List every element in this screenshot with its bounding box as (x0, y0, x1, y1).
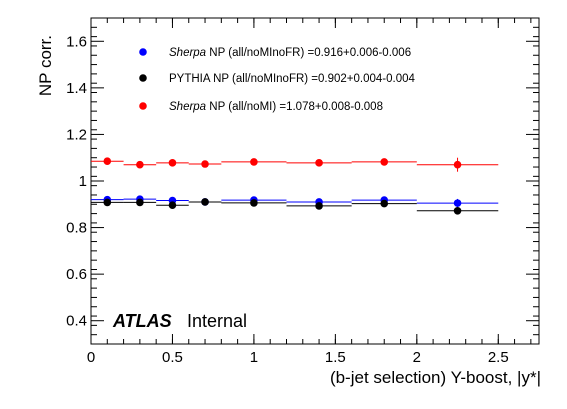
data-series-group (91, 157, 499, 215)
data-point (136, 160, 144, 169)
data-point (315, 159, 323, 167)
data-point (380, 158, 389, 166)
series-2 (91, 157, 499, 172)
y-tick-label: 0.6 (66, 266, 87, 283)
y-tick-label: 1.2 (66, 126, 87, 143)
legend-marker (139, 74, 147, 82)
y-axis-title: NP corr. (36, 35, 55, 96)
y-tick-label: 1 (79, 173, 87, 190)
plot-frame (90, 17, 540, 345)
x-tick-label: 0 (87, 349, 95, 366)
data-point (453, 207, 462, 215)
data-point (453, 199, 462, 207)
legend: Sherpa NP (all/noMInoFR) =0.916+0.006-0.… (139, 47, 416, 113)
axis-ticks-group: 0.4 0.6 0.8 1 1.2 1.4 1.6 0 0.5 1 1.5 2 2.5 (66, 17, 539, 366)
y-tick-label: 1.6 (66, 33, 87, 50)
data-point (201, 160, 209, 168)
data-point (315, 202, 323, 210)
atlas-label: ATLAS (112, 311, 172, 331)
legend-entry-label: PYTHIA NP (all/noMInoFR) =0.902+0.004-0.… (169, 73, 416, 85)
data-point (380, 199, 389, 208)
data-point (168, 159, 177, 167)
y-tick-label: 0.8 (66, 220, 87, 237)
legend-entry-label: Sherpa NP (all/noMInoFR) =0.916+0.006-0.… (169, 47, 411, 59)
data-point (103, 198, 112, 207)
x-axis-title: (b-jet selection) Y-boost, |y*| (330, 368, 541, 387)
plot-frame-group (90, 17, 540, 345)
data-point (453, 160, 462, 169)
y-tick-label: 1.4 (66, 80, 87, 97)
x-tick-label: 1.5 (325, 349, 346, 366)
x-tick-label: 2 (413, 349, 421, 366)
legend-marker (139, 48, 147, 56)
data-point (103, 157, 112, 166)
x-tick-label: 0.5 (162, 349, 183, 366)
data-point (168, 201, 177, 210)
data-point (250, 199, 258, 207)
legend-entry-label: Sherpa NP (all/noMI) =1.078+0.008-0.008 (169, 101, 383, 113)
internal-label: Internal (187, 311, 247, 331)
legend-marker (139, 102, 147, 110)
data-point (250, 158, 258, 166)
series-1 (91, 198, 499, 215)
y-tick-label: 0.4 (66, 313, 87, 330)
data-point (201, 198, 209, 206)
x-tick-label: 1 (250, 349, 258, 366)
data-point (136, 198, 144, 207)
x-tick-label: 2.5 (488, 349, 509, 366)
